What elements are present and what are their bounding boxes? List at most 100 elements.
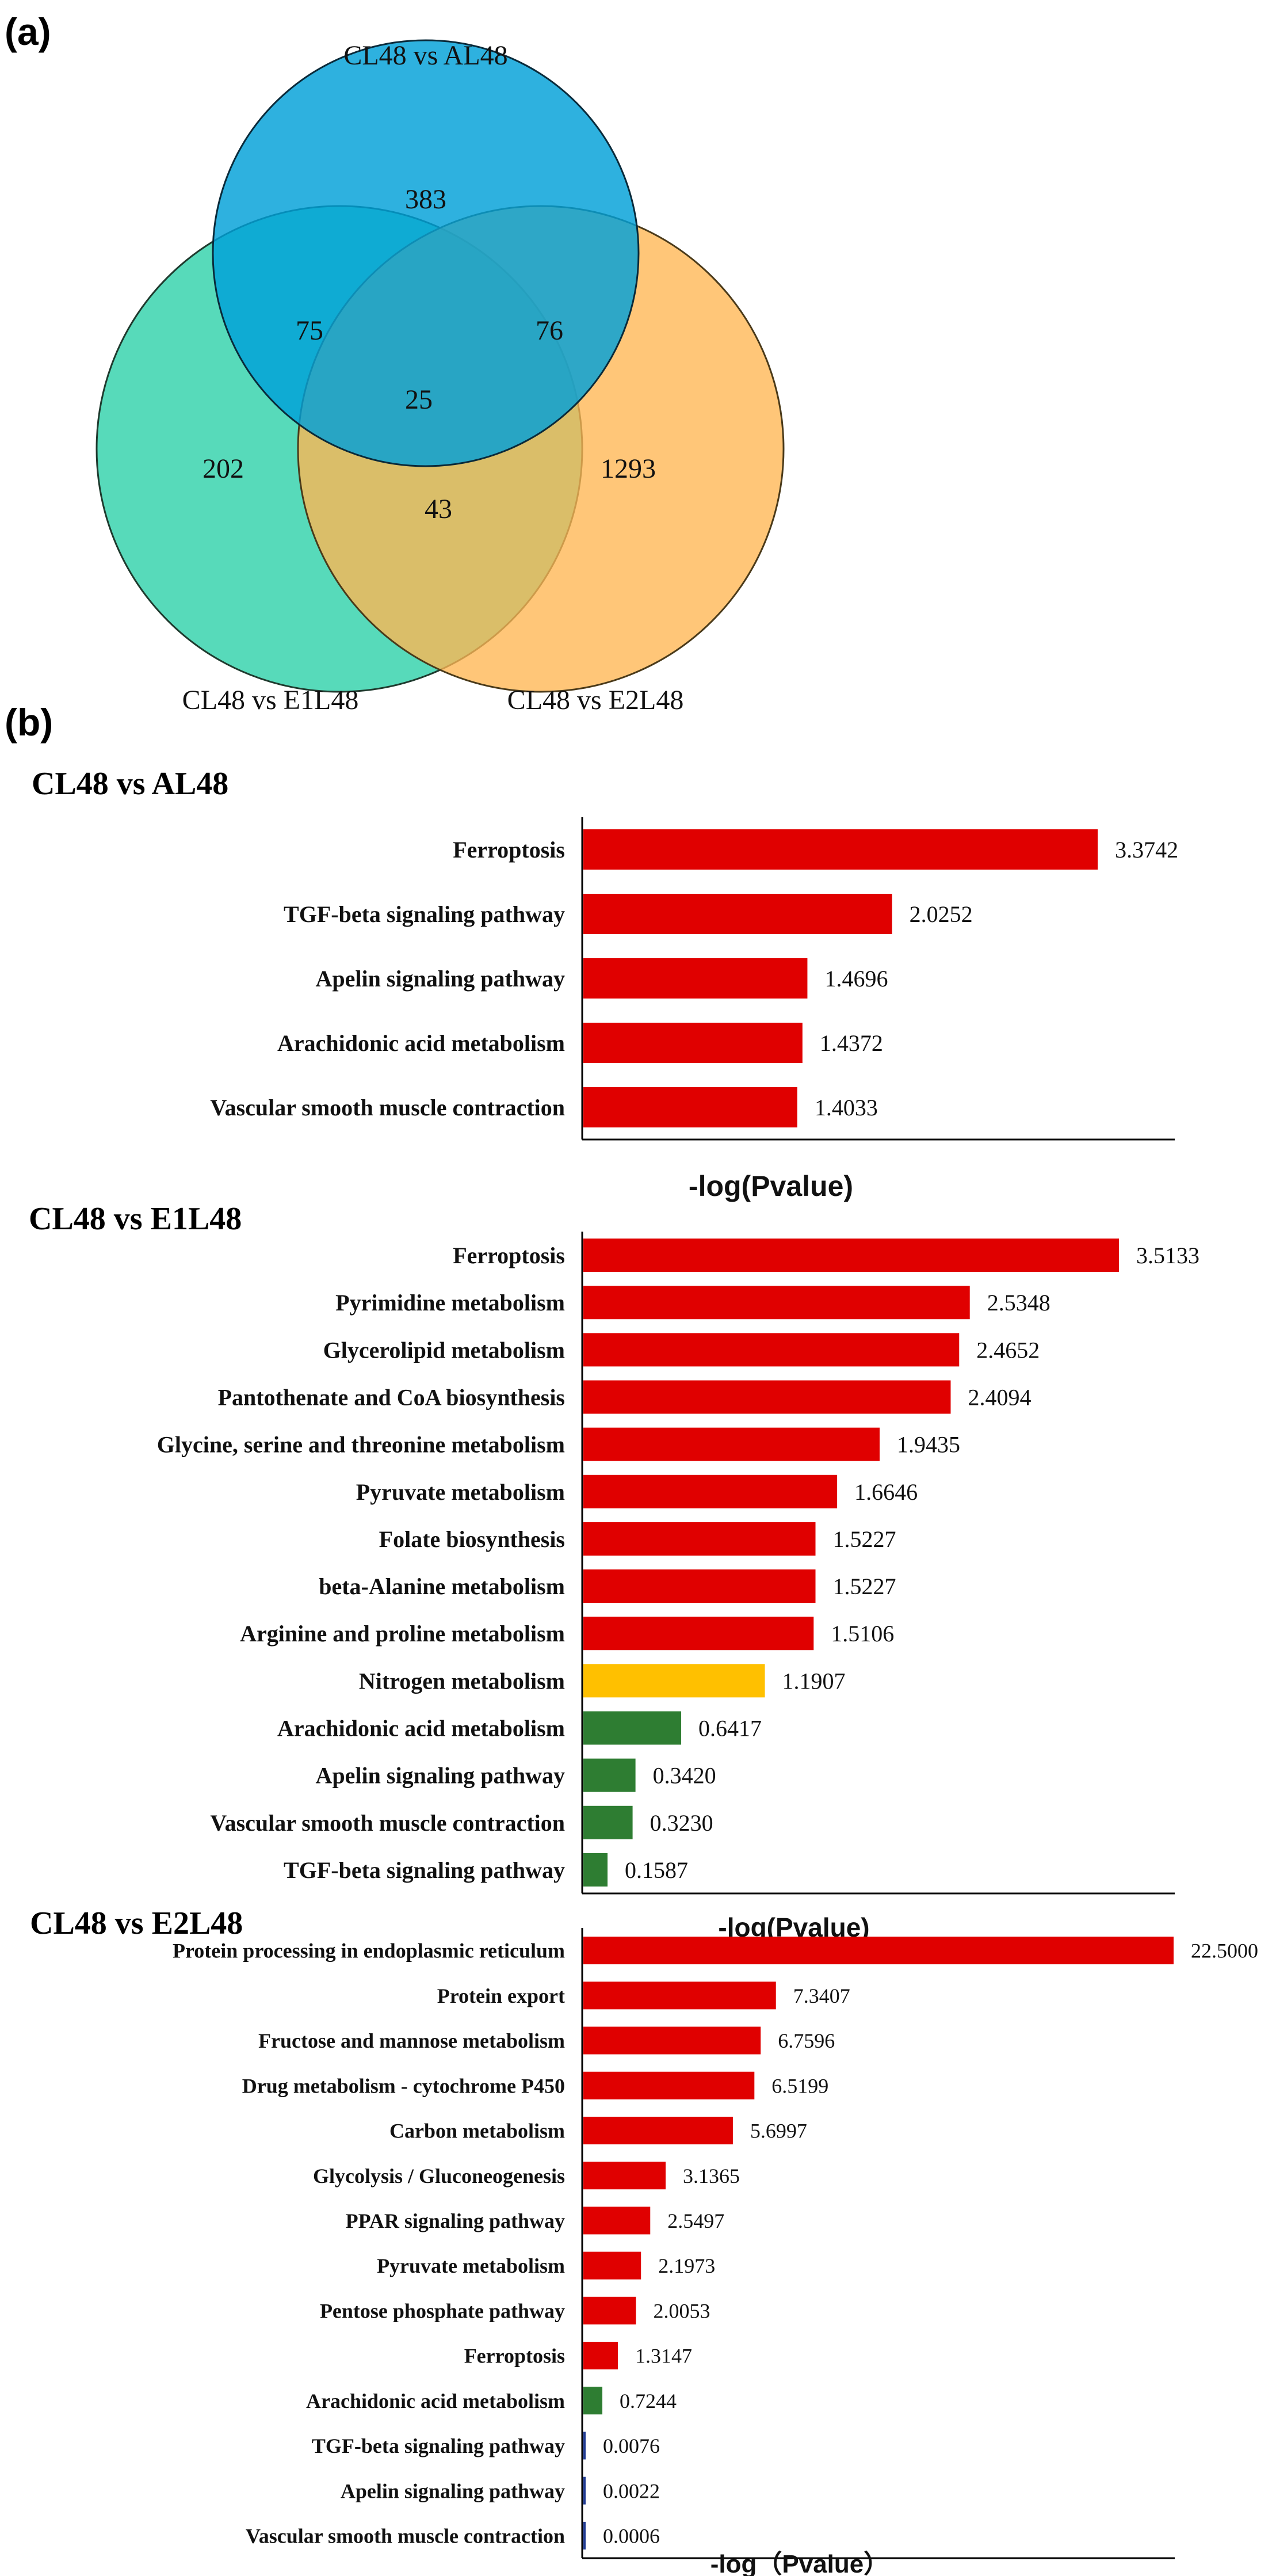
- value-label: 1.4372: [820, 1030, 883, 1056]
- bar: [583, 1474, 838, 1508]
- value-label: 2.5348: [987, 1290, 1050, 1316]
- value-label: 0.3420: [653, 1763, 716, 1789]
- value-label: 22.5000: [1191, 1939, 1258, 1963]
- value-label: 1.6646: [854, 1479, 918, 1505]
- value-label: 3.5133: [1136, 1243, 1199, 1268]
- venn-count-e2l48-only: 1293: [601, 454, 656, 484]
- bar: [583, 1023, 803, 1063]
- value-label: 2.4652: [976, 1337, 1040, 1363]
- category-label: Apelin signaling pathway: [341, 2479, 565, 2502]
- value-label: 0.0076: [603, 2434, 660, 2457]
- bar: [583, 2207, 651, 2235]
- category-label: Apelin signaling pathway: [316, 1763, 565, 1789]
- category-label: beta-Alanine metabolism: [319, 1573, 565, 1599]
- venn-circle-al48: [212, 39, 640, 467]
- venn-count-e1l48-only: 202: [203, 454, 244, 484]
- category-label: Vascular smooth muscle contraction: [246, 2524, 565, 2547]
- value-label: 0.6417: [698, 1716, 762, 1742]
- category-label: Arachidonic acid metabolism: [306, 2390, 565, 2413]
- category-label: TGF-beta signaling pathway: [284, 1857, 565, 1883]
- value-label: 1.4696: [824, 966, 888, 992]
- bar: [583, 1380, 951, 1414]
- value-label: 1.9435: [897, 1432, 960, 1458]
- category-label: Glycolysis / Gluconeogenesis: [313, 2165, 565, 2188]
- category-label: Glycerolipid metabolism: [323, 1337, 565, 1363]
- value-label: 1.5227: [833, 1526, 896, 1552]
- panel-b-letter: (b): [5, 701, 53, 744]
- category-label: Ferroptosis: [453, 837, 565, 863]
- category-label: Ferroptosis: [464, 2345, 565, 2368]
- category-label: Pyruvate metabolism: [377, 2254, 565, 2277]
- value-label: 2.5497: [667, 2209, 724, 2232]
- category-label: Vascular smooth muscle contraction: [210, 1095, 565, 1121]
- bar: [583, 1239, 1120, 1272]
- value-label: 2.1973: [658, 2254, 715, 2277]
- panel-a-letter: (a): [5, 10, 51, 53]
- chart-title: CL48 vs E2L48: [30, 1906, 243, 1941]
- category-label: Pyruvate metabolism: [356, 1479, 565, 1505]
- category-label: Ferroptosis: [453, 1243, 565, 1268]
- value-label: 2.0252: [910, 901, 973, 927]
- value-label: 1.5106: [831, 1621, 894, 1647]
- category-label: Vascular smooth muscle contraction: [210, 1810, 565, 1836]
- value-label: 5.6997: [750, 2120, 807, 2143]
- bar: [583, 1286, 970, 1320]
- category-label: Carbon metabolism: [389, 2120, 565, 2143]
- category-label: Nitrogen metabolism: [359, 1668, 565, 1694]
- bar: [583, 1711, 682, 1745]
- category-label: TGF-beta signaling pathway: [284, 901, 565, 927]
- category-label: Arachidonic acid metabolism: [277, 1030, 565, 1056]
- value-label: 0.3230: [650, 1810, 713, 1836]
- bar: [583, 1981, 776, 2010]
- bar: [583, 2342, 618, 2370]
- bar: [583, 2387, 603, 2415]
- value-label: 7.3407: [793, 1984, 850, 2007]
- bar: [583, 1087, 797, 1127]
- value-label: 0.1587: [625, 1857, 688, 1883]
- bar: [583, 2026, 761, 2055]
- venn-label-e1l48: CL48 vs E1L48: [182, 685, 359, 715]
- category-label: Glycine, serine and threonine metabolism: [157, 1432, 565, 1458]
- category-label: Pentose phosphate pathway: [320, 2299, 565, 2322]
- bar: [583, 1664, 765, 1698]
- venn-count-all: 25: [405, 384, 433, 415]
- x-axis-label: -log（Pvalue）: [710, 2550, 889, 2576]
- value-label: 3.1365: [683, 2165, 740, 2188]
- bar: [583, 2476, 586, 2505]
- bar: [583, 1569, 816, 1603]
- value-label: 1.3147: [635, 2345, 692, 2368]
- category-label: Apelin signaling pathway: [316, 966, 565, 992]
- category-label: Pantothenate and CoA biosynthesis: [218, 1385, 565, 1411]
- bar: [583, 1758, 636, 1792]
- bar: [583, 1427, 880, 1461]
- bar: [583, 2432, 586, 2460]
- value-label: 1.5227: [833, 1573, 896, 1599]
- venn-label-al48: CL48 vs AL48: [343, 40, 507, 71]
- bar-chart-al48: CL48 vs AL48 Ferroptosis 3.3742 TGF-beta si…: [32, 766, 1178, 1202]
- value-label: 1.1907: [782, 1668, 846, 1694]
- venn-count-al48-e1l48: 75: [296, 315, 323, 346]
- bar: [583, 1937, 1174, 1965]
- venn-count-e1l48-e2l48: 43: [425, 494, 452, 524]
- venn-count-al48-only: 383: [405, 184, 446, 215]
- chart-title: CL48 vs E1L48: [29, 1201, 242, 1237]
- bar: [583, 1853, 608, 1887]
- value-label: 0.7244: [620, 2390, 677, 2413]
- category-label: Fructose and mannose metabolism: [258, 2029, 565, 2052]
- value-label: 0.0006: [603, 2524, 660, 2547]
- venn-diagram: CL48 vs AL48 CL48 vs E1L48 CL48 vs E2L48…: [95, 39, 785, 715]
- value-label: 0.0022: [603, 2479, 660, 2502]
- bar-chart-e1l48: CL48 vs E1L48 Ferroptosis 3.5133 Pyrimidine…: [29, 1201, 1199, 1942]
- bar: [583, 1333, 960, 1367]
- bar: [583, 894, 892, 934]
- bar: [583, 2296, 636, 2325]
- category-label: Arginine and proline metabolism: [240, 1621, 565, 1647]
- value-label: 6.5199: [771, 2074, 828, 2097]
- value-label: 3.3742: [1115, 837, 1178, 863]
- category-label: TGF-beta signaling pathway: [312, 2434, 565, 2457]
- category-label: Arachidonic acid metabolism: [277, 1716, 565, 1742]
- bar: [583, 2162, 666, 2190]
- bar: [583, 829, 1098, 870]
